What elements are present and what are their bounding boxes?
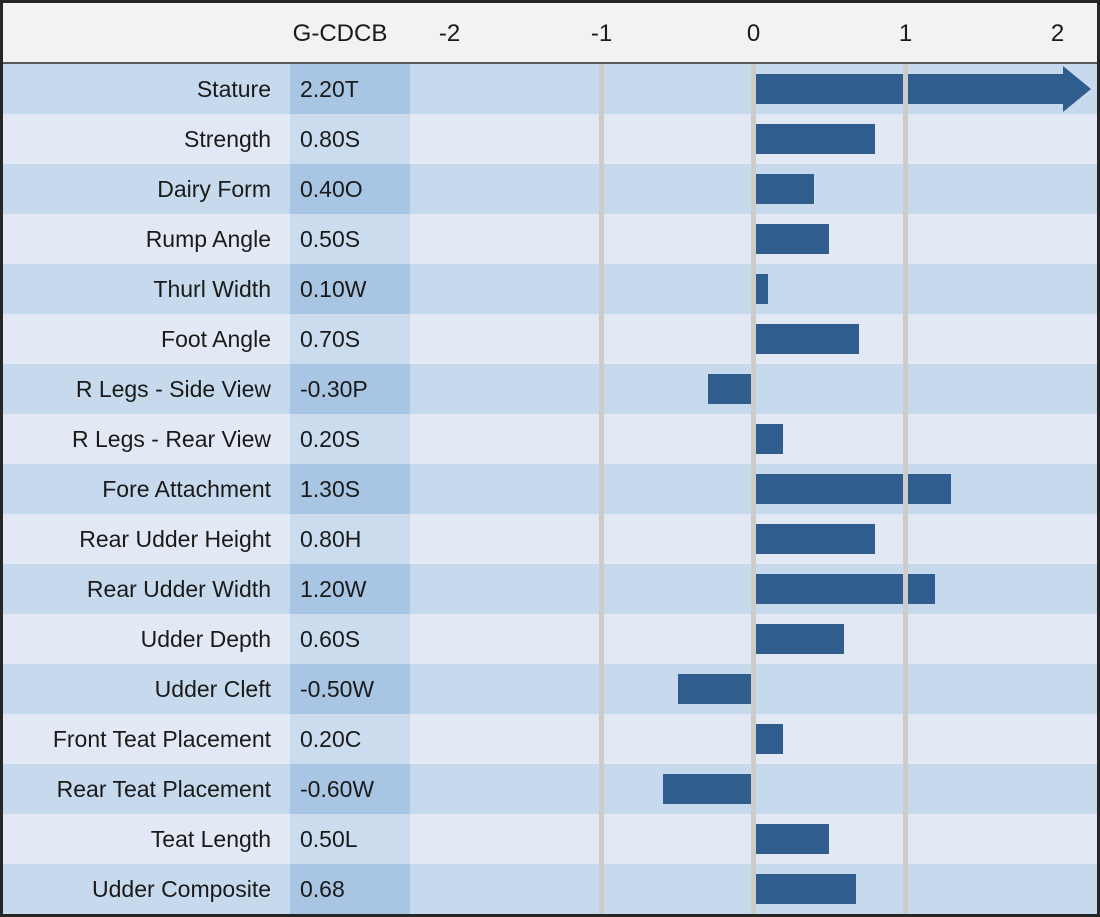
trait-value: 0.68 — [290, 864, 410, 914]
chart-header: G-CDCB -2 -1 0 1 2 — [3, 3, 1097, 62]
trait-bar — [756, 174, 814, 204]
trait-value: 0.10W — [290, 264, 410, 314]
trait-bar — [756, 324, 860, 354]
trait-bar — [756, 224, 829, 254]
trait-value: 0.50L — [290, 814, 410, 864]
gridline — [751, 64, 756, 914]
trait-label: Foot Angle — [3, 314, 290, 364]
table-row: Dairy Form 0.40O — [3, 164, 1097, 214]
trait-bar — [756, 874, 857, 904]
trait-bar — [756, 124, 875, 154]
trait-value: 1.30S — [290, 464, 410, 514]
trait-value: 0.80H — [290, 514, 410, 564]
trait-label: Rear Udder Height — [3, 514, 290, 564]
trait-value: 2.20T — [290, 64, 410, 114]
trait-bar — [756, 524, 875, 554]
trait-label: Strength — [3, 114, 290, 164]
trait-value: 0.60S — [290, 614, 410, 664]
axis-tick-label: 0 — [746, 20, 761, 47]
trait-value: -0.60W — [290, 764, 410, 814]
gridline — [903, 64, 908, 914]
trait-bar — [756, 724, 784, 754]
trait-bar — [756, 474, 951, 504]
trait-label: R Legs - Rear View — [3, 414, 290, 464]
gridline-layer — [3, 64, 1097, 914]
trait-value: 1.20W — [290, 564, 410, 614]
axis-tick-label: 2 — [1050, 20, 1065, 47]
trait-label: Teat Length — [3, 814, 290, 864]
trait-bar-overflow-shaft — [756, 74, 1063, 104]
header-divider — [3, 62, 1097, 64]
value-column-header: G-CDCB — [292, 20, 388, 47]
trait-value: 0.20S — [290, 414, 410, 464]
trait-bar — [708, 374, 751, 404]
trait-label: Rear Teat Placement — [3, 764, 290, 814]
trait-label: Front Teat Placement — [3, 714, 290, 764]
trait-value: 0.70S — [290, 314, 410, 364]
trait-bar — [756, 624, 845, 654]
axis-tick-label: -2 — [438, 20, 461, 47]
trait-label: Rear Udder Width — [3, 564, 290, 614]
trait-label: Udder Cleft — [3, 664, 290, 714]
trait-label: Rump Angle — [3, 214, 290, 264]
trait-label: R Legs - Side View — [3, 364, 290, 414]
trait-label: Udder Depth — [3, 614, 290, 664]
trait-bar — [756, 274, 769, 304]
trait-bar — [662, 774, 751, 804]
trait-value: 0.80S — [290, 114, 410, 164]
trait-value: 0.50S — [290, 214, 410, 264]
trait-value: -0.30P — [290, 364, 410, 414]
trait-label: Fore Attachment — [3, 464, 290, 514]
table-row: Teat Length 0.50L — [3, 814, 1097, 864]
trait-label: Thurl Width — [3, 264, 290, 314]
trait-bar — [678, 674, 751, 704]
axis-tick-label: 1 — [898, 20, 913, 47]
chart-body: Stature 2.20T Strength 0.80S Dairy Form 0.40O… — [3, 64, 1097, 914]
axis-tick-label: -1 — [590, 20, 613, 47]
trait-value: -0.50W — [290, 664, 410, 714]
trait-bar — [756, 424, 784, 454]
trait-label: Dairy Form — [3, 164, 290, 214]
trait-label: Udder Composite — [3, 864, 290, 914]
trait-label: Stature — [3, 64, 290, 114]
overflow-arrow-head-icon — [1063, 66, 1091, 112]
trait-bar — [756, 824, 829, 854]
trait-value: 0.20C — [290, 714, 410, 764]
gridline — [599, 64, 604, 914]
trait-value: 0.40O — [290, 164, 410, 214]
